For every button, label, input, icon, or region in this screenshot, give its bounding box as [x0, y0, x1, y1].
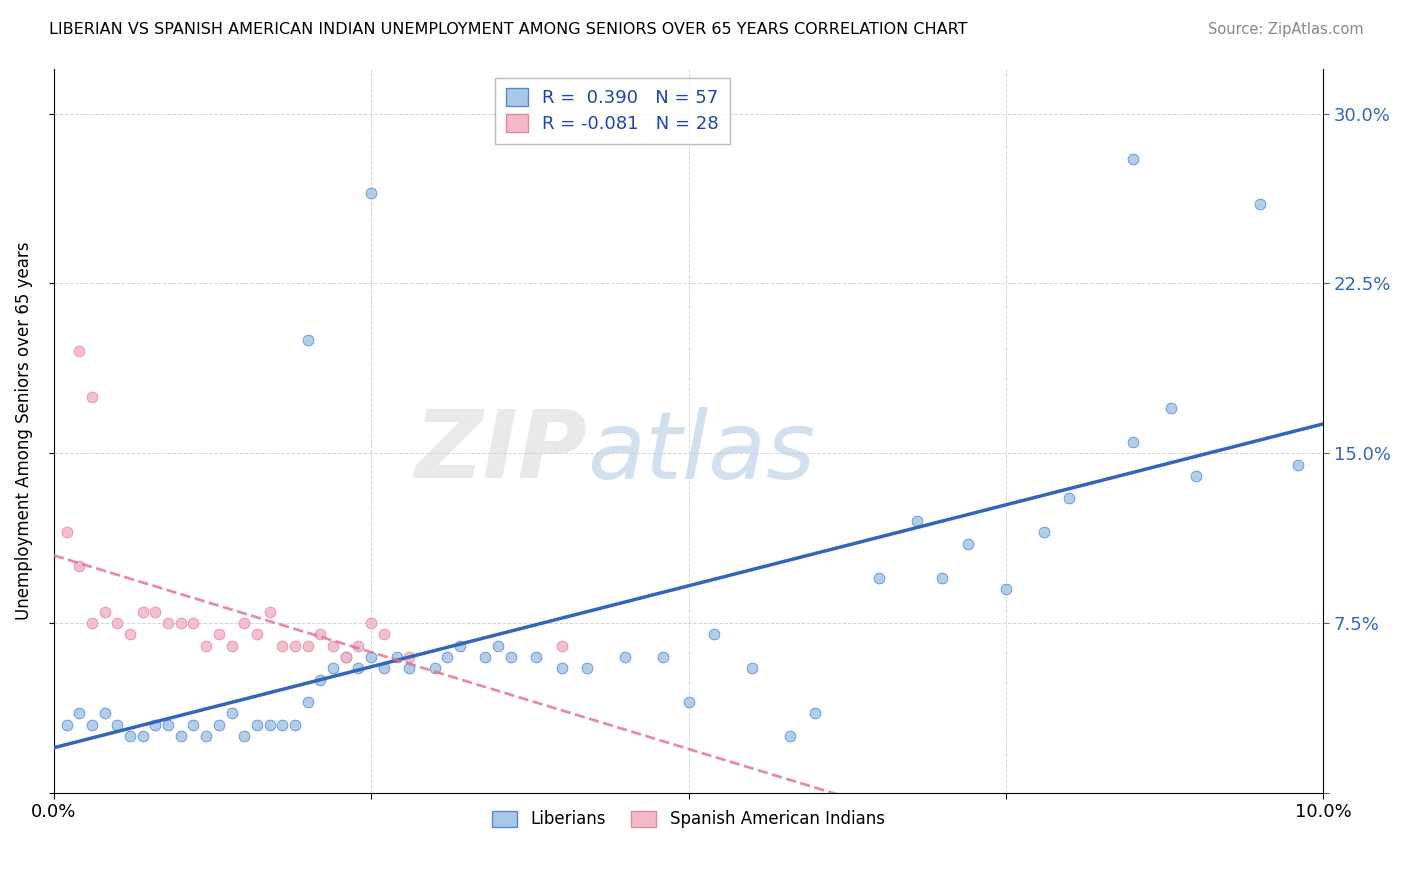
Point: [499, 649, 522, 664]
Point: [55, 525, 77, 540]
Point: [373, 627, 395, 641]
Point: [956, 537, 979, 551]
Point: [678, 695, 700, 709]
Point: [118, 627, 141, 641]
Point: [93, 706, 115, 721]
Point: [1032, 525, 1054, 540]
Point: [524, 649, 547, 664]
Point: [118, 729, 141, 743]
Point: [105, 615, 128, 630]
Point: [804, 706, 827, 721]
Text: atlas: atlas: [586, 407, 815, 498]
Point: [259, 718, 281, 732]
Point: [284, 639, 307, 653]
Point: [474, 649, 496, 664]
Legend: Liberians, Spanish American Indians: Liberians, Spanish American Indians: [485, 804, 891, 835]
Point: [170, 615, 193, 630]
Point: [335, 649, 357, 664]
Point: [309, 673, 332, 687]
Point: [221, 639, 243, 653]
Point: [80, 718, 103, 732]
Point: [297, 639, 319, 653]
Point: [183, 718, 205, 732]
Point: [208, 627, 231, 641]
Point: [1122, 434, 1144, 449]
Point: [246, 627, 269, 641]
Point: [105, 718, 128, 732]
Point: [297, 695, 319, 709]
Text: LIBERIAN VS SPANISH AMERICAN INDIAN UNEMPLOYMENT AMONG SENIORS OVER 65 YEARS COR: LIBERIAN VS SPANISH AMERICAN INDIAN UNEM…: [49, 22, 967, 37]
Point: [360, 186, 382, 200]
Point: [1059, 491, 1081, 506]
Point: [741, 661, 763, 675]
Point: [195, 729, 218, 743]
Point: [779, 729, 801, 743]
Point: [905, 514, 928, 528]
Point: [55, 718, 77, 732]
Point: [195, 639, 218, 653]
Point: [157, 615, 180, 630]
Point: [221, 706, 243, 721]
Point: [1160, 401, 1182, 415]
Point: [157, 718, 180, 732]
Point: [80, 390, 103, 404]
Point: [398, 649, 420, 664]
Point: [67, 559, 90, 574]
Point: [93, 605, 115, 619]
Point: [309, 627, 332, 641]
Point: [271, 718, 294, 732]
Point: [67, 706, 90, 721]
Point: [994, 582, 1017, 596]
Point: [486, 639, 509, 653]
Point: [1185, 468, 1208, 483]
Text: ZIP: ZIP: [415, 407, 586, 499]
Point: [259, 605, 281, 619]
Point: [347, 661, 370, 675]
Point: [297, 333, 319, 347]
Point: [423, 661, 446, 675]
Point: [652, 649, 675, 664]
Point: [208, 718, 231, 732]
Point: [271, 639, 294, 653]
Point: [233, 729, 256, 743]
Y-axis label: Unemployment Among Seniors over 65 years: Unemployment Among Seniors over 65 years: [15, 242, 32, 620]
Point: [335, 649, 357, 664]
Point: [360, 649, 382, 664]
Point: [322, 661, 344, 675]
Point: [575, 661, 598, 675]
Point: [131, 729, 153, 743]
Point: [131, 605, 153, 619]
Point: [436, 649, 458, 664]
Point: [931, 571, 953, 585]
Point: [868, 571, 890, 585]
Point: [360, 615, 382, 630]
Point: [550, 661, 572, 675]
Text: Source: ZipAtlas.com: Source: ZipAtlas.com: [1208, 22, 1364, 37]
Point: [170, 729, 193, 743]
Point: [703, 627, 725, 641]
Point: [550, 639, 572, 653]
Point: [233, 615, 256, 630]
Point: [385, 649, 408, 664]
Point: [1122, 152, 1144, 166]
Point: [246, 718, 269, 732]
Point: [80, 615, 103, 630]
Point: [284, 718, 307, 732]
Point: [145, 605, 167, 619]
Point: [183, 615, 205, 630]
Point: [322, 639, 344, 653]
Point: [614, 649, 637, 664]
Point: [67, 344, 90, 359]
Point: [1249, 197, 1271, 211]
Point: [145, 718, 167, 732]
Point: [398, 661, 420, 675]
Point: [1286, 458, 1309, 472]
Point: [373, 661, 395, 675]
Point: [347, 639, 370, 653]
Point: [449, 639, 471, 653]
